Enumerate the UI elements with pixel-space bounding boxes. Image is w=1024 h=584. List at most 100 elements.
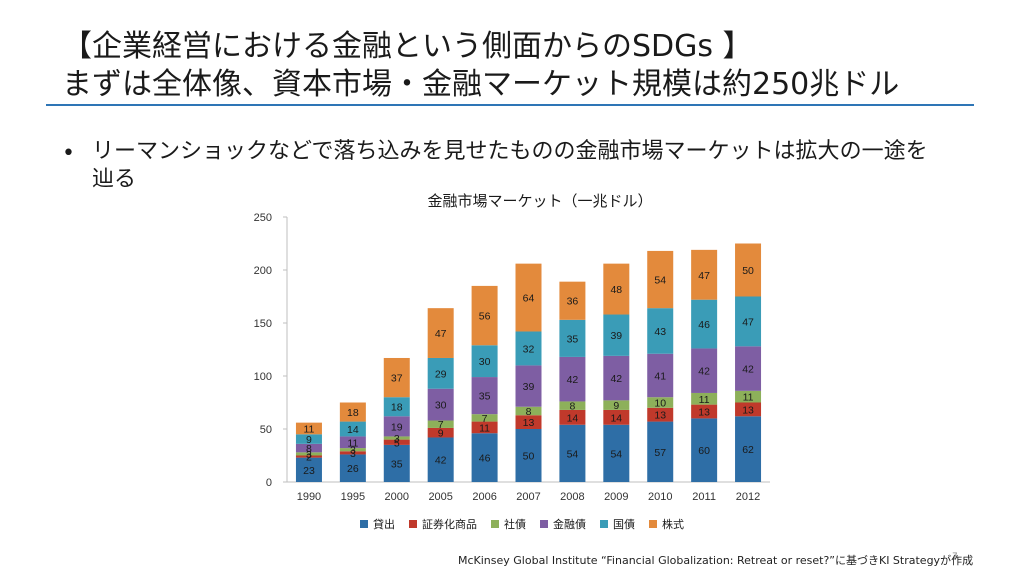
title-line-1: 【企業経営における金融という側面からのSDGs 】 bbox=[62, 29, 753, 64]
legend-item: 証券化商品 bbox=[409, 516, 477, 532]
x-tick-label: 2006 bbox=[472, 491, 496, 503]
data-label: 48 bbox=[610, 284, 622, 296]
legend-label: 社債 bbox=[504, 518, 526, 531]
data-label: 35 bbox=[479, 391, 491, 403]
data-label: 14 bbox=[610, 412, 622, 424]
data-label: 9 bbox=[306, 434, 312, 446]
bar-segment bbox=[295, 452, 322, 456]
bar-segment bbox=[339, 451, 366, 455]
legend-swatch bbox=[540, 520, 548, 528]
data-label: 10 bbox=[654, 398, 666, 410]
data-label: 47 bbox=[742, 316, 754, 328]
data-label: 36 bbox=[567, 296, 579, 308]
bar-segment bbox=[295, 434, 322, 444]
data-label: 3 bbox=[306, 449, 312, 461]
data-label: 14 bbox=[347, 424, 359, 436]
bar-segment bbox=[735, 402, 762, 417]
data-label: 50 bbox=[742, 265, 754, 277]
chart-legend: 貸出 証券化商品 社債 金融債 国債 株式 bbox=[360, 516, 684, 532]
x-tick-label: 1995 bbox=[341, 491, 365, 503]
data-label: 56 bbox=[479, 311, 491, 323]
bar-segment bbox=[603, 400, 630, 410]
legend-item: 貸出 bbox=[360, 516, 395, 532]
bar-segment bbox=[603, 263, 630, 315]
x-tick-label: 1990 bbox=[297, 491, 321, 503]
bar-segment bbox=[691, 418, 718, 482]
bar-segment bbox=[559, 319, 586, 357]
bullet-text: リーマンショックなどで落ち込みを見せたものの金融市場マーケットは拡大の一途を辿る bbox=[92, 139, 928, 192]
data-label: 46 bbox=[698, 319, 710, 331]
bar-segment bbox=[295, 457, 322, 482]
title-line-2: まずは全体像、資本市場・金融マーケット規模は約250兆ドル bbox=[62, 67, 900, 102]
data-label: 42 bbox=[567, 374, 579, 386]
bar-segment bbox=[383, 397, 410, 417]
source-note: McKinsey Global Institute “Financial Glo… bbox=[458, 554, 974, 567]
data-label: 11 bbox=[304, 423, 315, 435]
legend-item: 社債 bbox=[491, 516, 526, 532]
data-label: 42 bbox=[698, 366, 710, 378]
bar-segment bbox=[295, 422, 322, 435]
data-label: 18 bbox=[347, 407, 359, 419]
bar-segment bbox=[559, 281, 586, 320]
bar-segment bbox=[339, 421, 366, 437]
data-label: 42 bbox=[610, 373, 622, 385]
legend-label: 金融債 bbox=[553, 518, 586, 531]
data-label: 11 bbox=[347, 437, 358, 449]
bar-segment bbox=[691, 249, 718, 300]
bar-segment bbox=[339, 448, 366, 452]
y-tick-label: 250 bbox=[254, 212, 272, 224]
chart-title: 金融市場マーケット（一兆ドル） bbox=[427, 192, 653, 210]
page-number: 7 bbox=[952, 552, 958, 562]
bar-segment bbox=[339, 402, 366, 422]
bar-segment bbox=[647, 397, 674, 408]
data-label: 30 bbox=[435, 400, 447, 412]
bar-segment bbox=[383, 439, 410, 445]
legend-item: 株式 bbox=[649, 516, 684, 532]
x-tick-label: 2008 bbox=[560, 491, 584, 503]
bar-segment bbox=[295, 443, 322, 453]
legend-swatch bbox=[409, 520, 417, 528]
data-label: 5 bbox=[394, 437, 400, 449]
data-label: 11 bbox=[699, 394, 710, 406]
bar-segment bbox=[735, 390, 762, 403]
bar-segment bbox=[647, 421, 674, 482]
bar-segment bbox=[427, 427, 454, 438]
y-tick-label: 100 bbox=[254, 371, 272, 383]
slide-title: 【企業経営における金融という側面からのSDGs 】 まずは全体像、資本市場・金融… bbox=[62, 28, 899, 104]
bar-segment bbox=[735, 416, 762, 482]
data-label: 37 bbox=[391, 373, 403, 385]
data-label: 13 bbox=[742, 404, 754, 416]
legend-label: 株式 bbox=[662, 518, 684, 531]
bar-segment bbox=[735, 346, 762, 391]
bar-segment bbox=[427, 420, 454, 428]
bar-segment bbox=[427, 437, 454, 482]
bar-segment bbox=[559, 409, 586, 425]
bar-segment bbox=[515, 429, 542, 482]
bar-segment bbox=[471, 414, 498, 422]
x-tick-label: 2009 bbox=[604, 491, 628, 503]
bar-segment bbox=[691, 404, 718, 419]
bar-segment bbox=[515, 365, 542, 407]
legend-item: 国債 bbox=[600, 516, 635, 532]
bar-segment bbox=[515, 331, 542, 366]
data-label: 19 bbox=[391, 421, 403, 433]
data-label: 42 bbox=[742, 364, 754, 376]
bar-segment bbox=[691, 392, 718, 405]
data-label: 29 bbox=[435, 368, 447, 380]
data-label: 50 bbox=[523, 451, 535, 463]
bar-segment bbox=[471, 285, 498, 346]
bar-segment bbox=[515, 406, 542, 416]
bar-segment bbox=[559, 401, 586, 410]
data-label: 39 bbox=[610, 330, 622, 342]
bar-segment bbox=[603, 424, 630, 482]
legend-label: 貸出 bbox=[373, 518, 395, 531]
bar-segment bbox=[647, 407, 674, 422]
data-label: 39 bbox=[523, 381, 535, 393]
x-tick-label: 2012 bbox=[736, 491, 760, 503]
title-underline bbox=[46, 104, 974, 106]
data-label: 18 bbox=[391, 402, 403, 414]
data-label: 13 bbox=[654, 410, 666, 422]
data-label: 7 bbox=[438, 419, 444, 431]
y-tick-label: 0 bbox=[266, 477, 272, 489]
